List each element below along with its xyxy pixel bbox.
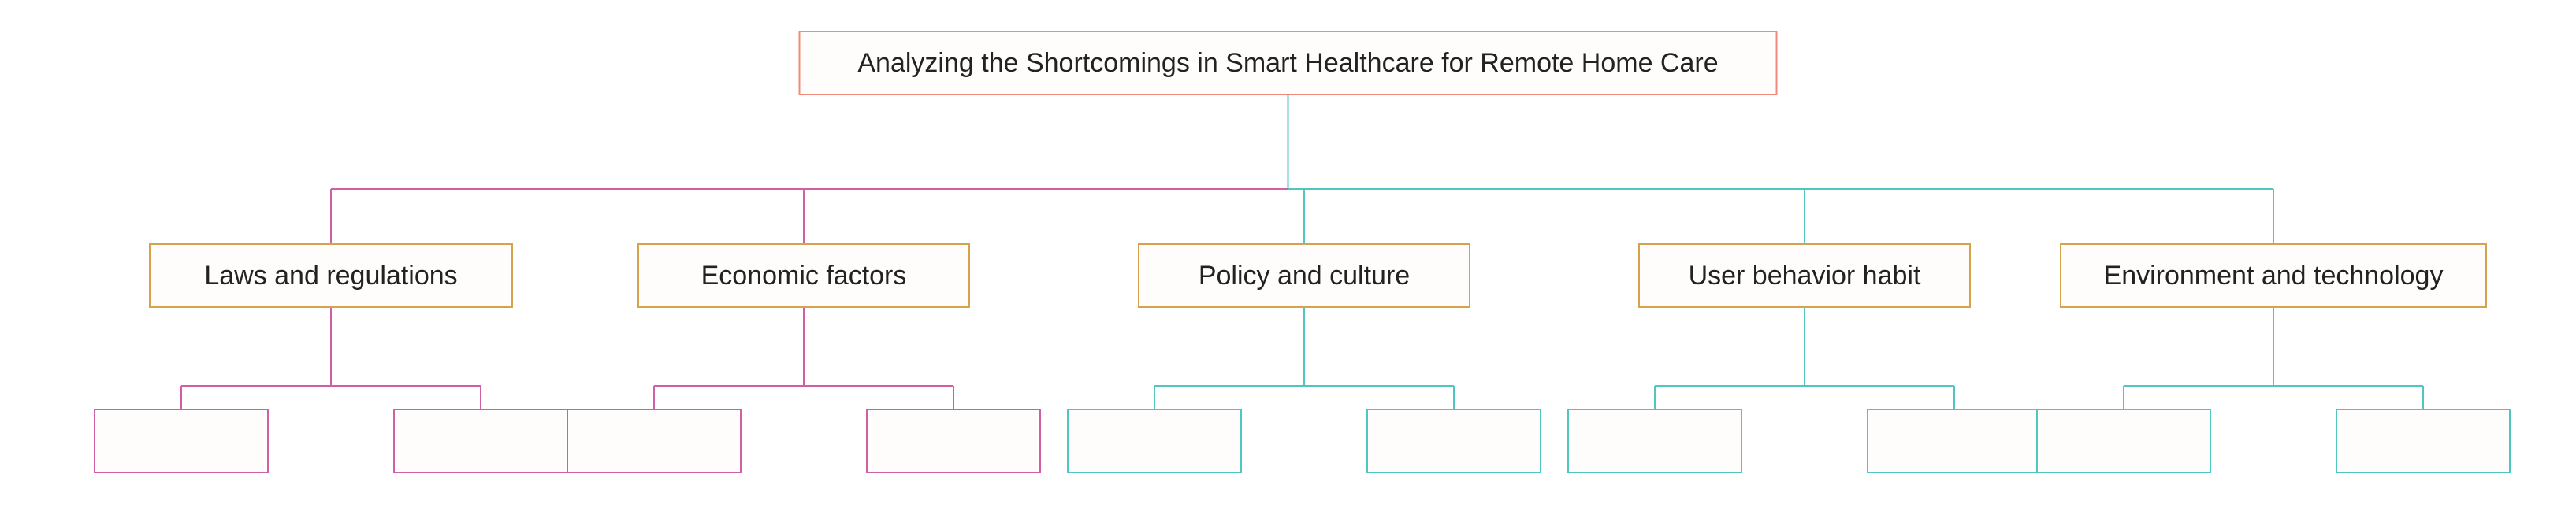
node-econ-label: Economic factors xyxy=(701,261,907,291)
leaf-policy-left xyxy=(1068,410,1241,473)
leaf-econ-left xyxy=(567,410,741,473)
node-policy: Policy and culture xyxy=(1139,244,1470,307)
leaf-policy-right xyxy=(1367,410,1541,473)
org-tree-diagram: Analyzing the Shortcomings in Smart Heal… xyxy=(0,0,2576,519)
leaf-env-left xyxy=(2037,410,2210,473)
root-node-label: Analyzing the Shortcomings in Smart Heal… xyxy=(857,48,1718,78)
node-env-label: Environment and technology xyxy=(2104,261,2444,291)
root-node: Analyzing the Shortcomings in Smart Heal… xyxy=(800,32,1777,95)
leaf-laws-right xyxy=(394,410,567,473)
node-econ: Economic factors xyxy=(638,244,969,307)
node-user: User behavior habit xyxy=(1639,244,1970,307)
node-user-label: User behavior habit xyxy=(1689,261,1921,291)
leaf-laws-left xyxy=(95,410,268,473)
node-laws-label: Laws and regulations xyxy=(204,261,457,291)
leaf-env-right xyxy=(2336,410,2510,473)
node-policy-label: Policy and culture xyxy=(1199,261,1410,291)
leaf-user-left xyxy=(1568,410,1741,473)
node-env: Environment and technology xyxy=(2061,244,2486,307)
leaf-econ-right xyxy=(867,410,1040,473)
node-laws: Laws and regulations xyxy=(150,244,512,307)
leaf-user-right xyxy=(1868,410,2041,473)
